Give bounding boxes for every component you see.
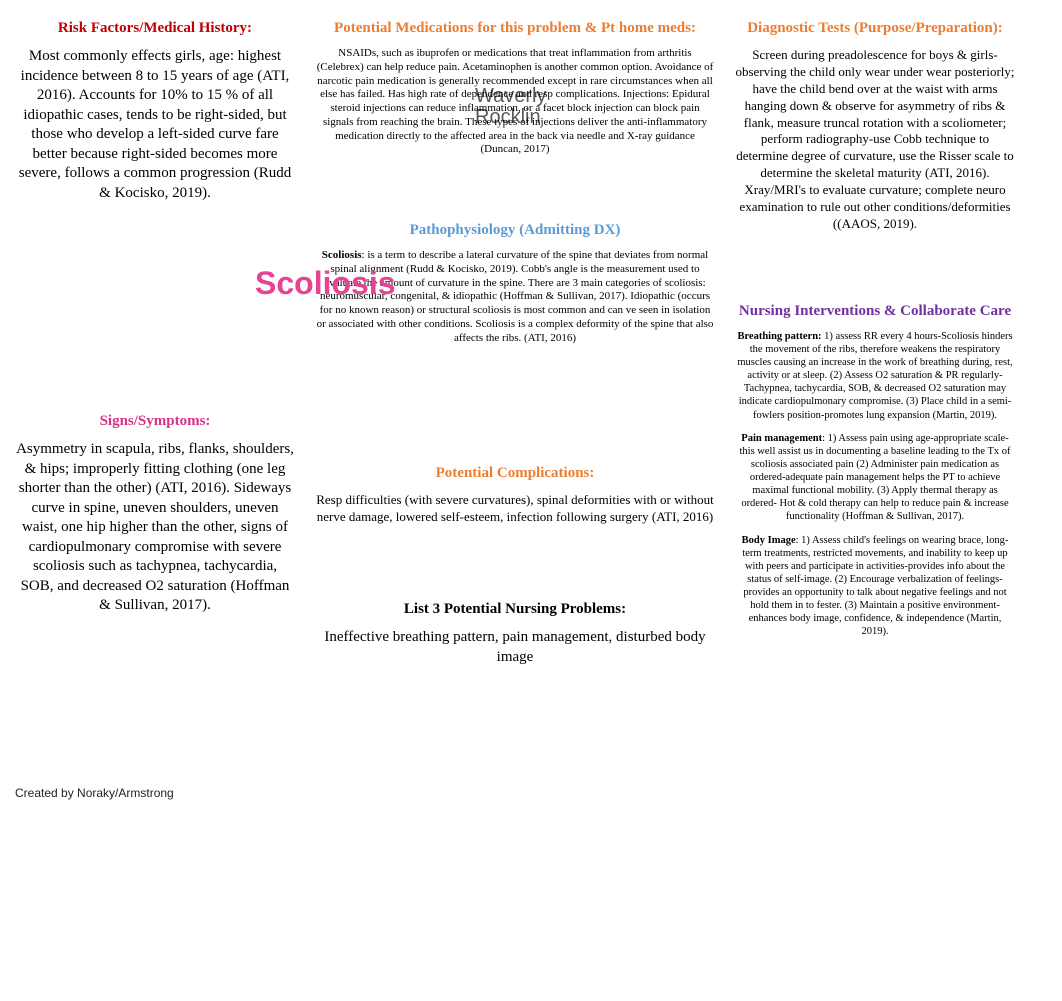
label-body-image: Body Image — [742, 535, 796, 546]
footer-credit: Created by Noraky/Armstrong — [15, 786, 174, 800]
heading-risk-factors: Risk Factors/Medical History: — [15, 20, 295, 37]
heading-complications: Potential Complications: — [315, 465, 715, 482]
section-diagnostics: Diagnostic Tests (Purpose/Preparation): … — [735, 20, 1015, 233]
heading-pathophysiology: Pathophysiology (Admitting DX) — [315, 222, 715, 239]
label-pain-management: Pain management — [741, 433, 822, 444]
column-right: Diagnostic Tests (Purpose/Preparation): … — [735, 20, 1015, 697]
section-interventions: Nursing Interventions & Collaborate Care… — [735, 303, 1015, 639]
block-breathing-pattern: Breathing pattern: 1) assess RR every 4 … — [735, 330, 1015, 422]
column-left: Risk Factors/Medical History: Most commo… — [15, 20, 295, 697]
disease-title: Scoliosis — [255, 265, 396, 302]
body-diagnostics: Screen during preadolescence for boys & … — [735, 47, 1015, 233]
body-nursing-problems: Ineffective breathing pattern, pain mana… — [315, 628, 715, 667]
heading-nursing-problems: List 3 Potential Nursing Problems: — [315, 601, 715, 618]
heading-medications: Potential Medications for this problem &… — [315, 20, 715, 37]
block-body-image: Body Image: 1) Assess child's feelings o… — [735, 534, 1015, 639]
patho-lead-bold: Scoliosis — [322, 249, 362, 261]
body-body-image: : 1) Assess child's feelings on wearing … — [742, 535, 1008, 638]
block-pain-management: Pain management: 1) Assess pain using ag… — [735, 432, 1015, 524]
page-container: Risk Factors/Medical History: Most commo… — [0, 0, 1062, 717]
heading-signs-symptoms: Signs/Symptoms: — [15, 413, 295, 430]
body-signs-symptoms: Asymmetry in scapula, ribs, flanks, shou… — [15, 440, 295, 616]
section-signs-symptoms: Signs/Symptoms: Asymmetry in scapula, ri… — [15, 413, 295, 616]
body-medications: NSAIDs, such as ibuprofen or medications… — [315, 47, 715, 157]
heading-interventions: Nursing Interventions & Collaborate Care — [735, 303, 1015, 320]
heading-diagnostics: Diagnostic Tests (Purpose/Preparation): — [735, 20, 1015, 37]
label-breathing-pattern: Breathing pattern: — [737, 331, 821, 342]
body-risk-factors: Most commonly effects girls, age: highes… — [15, 47, 295, 203]
body-pain-management: : 1) Assess pain using age-appropriate s… — [739, 433, 1010, 523]
column-middle: Potential Medications for this problem &… — [315, 20, 715, 697]
body-breathing-pattern: 1) assess RR every 4 hours-Scoliosis hin… — [737, 331, 1012, 421]
section-medications: Potential Medications for this problem &… — [315, 20, 715, 157]
section-complications: Potential Complications: Resp difficulti… — [315, 465, 715, 526]
section-nursing-problems: List 3 Potential Nursing Problems: Ineff… — [315, 601, 715, 667]
body-complications: Resp difficulties (with severe curvature… — [315, 492, 715, 526]
section-risk-factors: Risk Factors/Medical History: Most commo… — [15, 20, 295, 203]
